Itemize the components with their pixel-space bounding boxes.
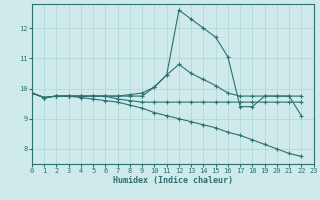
X-axis label: Humidex (Indice chaleur): Humidex (Indice chaleur) [113,176,233,185]
